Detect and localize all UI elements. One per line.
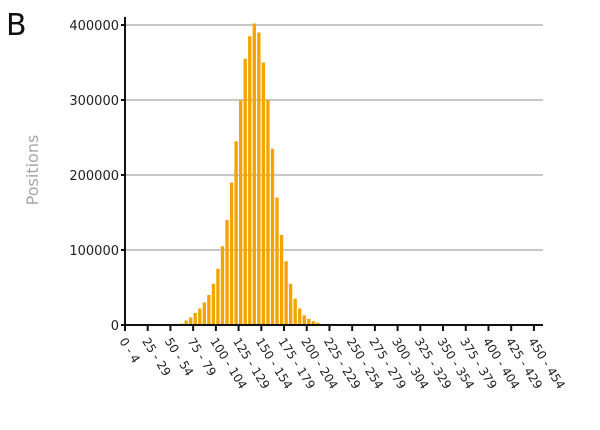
y-tick-label: 400000	[69, 19, 119, 34]
histogram-bar	[266, 100, 270, 325]
histogram-bar	[284, 261, 288, 325]
y-tick-label: 300000	[69, 94, 119, 109]
histogram-bar	[202, 302, 206, 325]
panel-letter: B	[6, 8, 27, 43]
histogram-bar	[198, 308, 202, 325]
histogram-bar	[316, 322, 320, 325]
histogram-bar	[257, 32, 261, 325]
histogram-bar	[279, 235, 284, 325]
y-tick-label: 200000	[69, 169, 119, 184]
histogram-bar	[293, 298, 297, 325]
histogram-bar	[307, 319, 311, 325]
axes	[121, 17, 543, 331]
y-axis-label: Positions	[23, 135, 42, 206]
histogram-bar	[288, 283, 293, 325]
histogram-bar	[238, 100, 243, 325]
histogram-bar	[220, 246, 225, 325]
histogram-bar	[261, 62, 266, 325]
histogram-bar	[234, 141, 238, 325]
grid-lines	[125, 24, 543, 251]
y-tick-label: 100000	[69, 244, 119, 259]
histogram-bar	[298, 308, 302, 325]
histogram-bar	[216, 268, 220, 325]
histogram-bar	[252, 23, 256, 325]
histogram-bar	[311, 321, 316, 325]
histogram-bar	[207, 295, 211, 325]
histogram-bars	[179, 23, 325, 325]
y-tick-labels: 0 100000 200000 300000 400000	[69, 19, 119, 334]
histogram-bar	[189, 317, 193, 325]
histogram-bar	[275, 197, 279, 325]
histogram-bar	[211, 283, 216, 325]
histogram-bar	[248, 36, 252, 325]
histogram-bar	[302, 315, 306, 325]
histogram-bar	[225, 220, 229, 325]
histogram-bar	[184, 320, 188, 325]
histogram-bar	[229, 182, 234, 325]
histogram-bar	[270, 148, 275, 325]
x-tick-label: 0 - 4	[116, 335, 142, 366]
y-tick-label: 0	[111, 319, 119, 334]
histogram-bar	[243, 58, 247, 325]
histogram-bar	[193, 313, 197, 325]
